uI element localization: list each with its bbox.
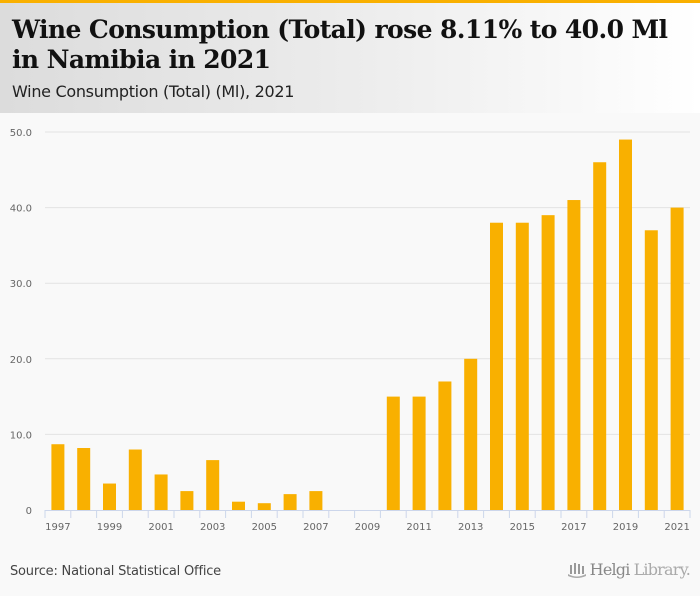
x-tick-label: 2001 bbox=[148, 522, 173, 533]
bar-2019[interactable] bbox=[619, 139, 632, 510]
chart-header: Wine Consumption (Total) rose 8.11% to 4… bbox=[0, 3, 700, 113]
bar-2005[interactable] bbox=[257, 503, 271, 510]
bars bbox=[51, 139, 684, 511]
x-tick-label: 2015 bbox=[510, 522, 535, 533]
x-axis: 1997 1999 2001 2003 2005 2007 2009 2011 2013 2015… bbox=[44, 510, 691, 533]
bar-2021[interactable] bbox=[670, 207, 684, 510]
x-tick-label: 2009 bbox=[355, 522, 380, 533]
bar-2017[interactable] bbox=[567, 200, 581, 510]
source-note: Source: National Statistical Office bbox=[10, 564, 221, 579]
bar-2016[interactable] bbox=[541, 215, 555, 510]
chart-subtitle: Wine Consumption (Total) (Ml), 2021 bbox=[12, 82, 295, 101]
bar-1999[interactable] bbox=[103, 483, 116, 510]
logo-text-helgi: Helgi bbox=[589, 560, 631, 579]
x-tick-label: 1999 bbox=[97, 522, 122, 533]
x-tick-label: 2021 bbox=[664, 522, 689, 533]
bar-2004[interactable] bbox=[232, 501, 245, 510]
bar-2002[interactable] bbox=[180, 491, 194, 510]
bar-2001[interactable] bbox=[154, 474, 168, 510]
bar-2015[interactable] bbox=[515, 222, 529, 510]
bar-1998[interactable] bbox=[77, 448, 91, 510]
bar-2014[interactable] bbox=[490, 222, 503, 510]
bar-2018[interactable] bbox=[593, 162, 607, 511]
bar-2006[interactable] bbox=[283, 494, 297, 510]
bar-2011[interactable] bbox=[412, 396, 426, 510]
x-tick-label: 2011 bbox=[406, 522, 431, 533]
x-tick-label: 2005 bbox=[252, 522, 277, 533]
bar-chart: 0 10.0 20.0 30.0 40.0 50.0 1997 1999 2001 2003 20… bbox=[10, 128, 691, 533]
helgi-library-logo[interactable]: Helgi Library. bbox=[567, 560, 691, 579]
x-tick-label: 2019 bbox=[613, 522, 638, 533]
bar-2012[interactable] bbox=[438, 381, 452, 510]
x-tick-label: 2007 bbox=[303, 522, 328, 533]
bar-2003[interactable] bbox=[206, 460, 220, 510]
x-tick-label: 2003 bbox=[200, 522, 225, 533]
y-tick-label: 30.0 bbox=[10, 279, 32, 290]
bar-2010[interactable] bbox=[386, 396, 400, 510]
x-tick-label: 1997 bbox=[45, 522, 70, 533]
y-tick-label: 50.0 bbox=[10, 128, 32, 139]
logo-text-library: Library. bbox=[633, 560, 691, 579]
y-tick-label: 20.0 bbox=[10, 355, 32, 366]
bar-2007[interactable] bbox=[309, 491, 323, 510]
accent-top-bar bbox=[0, 0, 700, 3]
y-tick-label: 10.0 bbox=[10, 430, 32, 441]
y-axis-labels: 0 10.0 20.0 30.0 40.0 50.0 bbox=[10, 128, 32, 517]
bar-2000[interactable] bbox=[128, 449, 142, 510]
bar-2020[interactable] bbox=[644, 230, 658, 510]
library-building-icon bbox=[567, 562, 586, 578]
chart-title: Wine Consumption (Total) rose 8.11% to 4… bbox=[12, 15, 668, 74]
bar-1997[interactable] bbox=[51, 444, 65, 510]
bar-2013[interactable] bbox=[464, 358, 478, 510]
gridlines bbox=[45, 131, 690, 435]
y-tick-label: 0 bbox=[26, 506, 32, 517]
x-tick-label: 2013 bbox=[458, 522, 483, 533]
x-tick-label: 2017 bbox=[561, 522, 586, 533]
y-tick-label: 40.0 bbox=[10, 204, 32, 215]
